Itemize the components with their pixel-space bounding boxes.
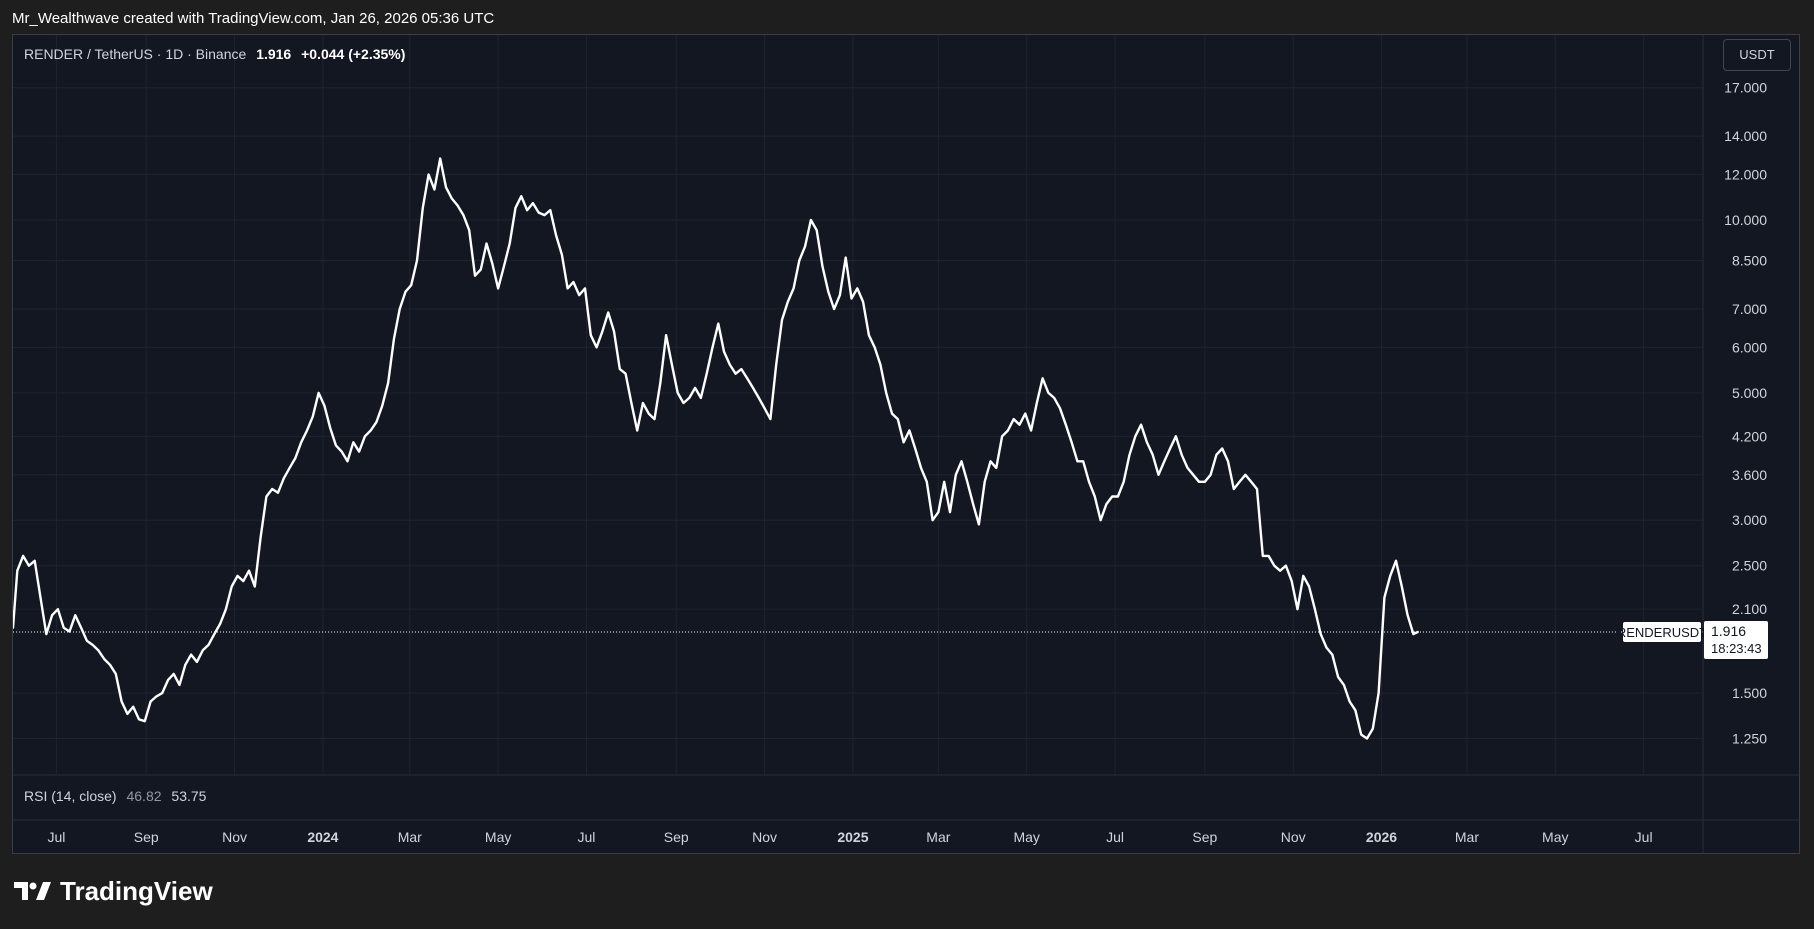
- x-tick-label: Nov: [222, 829, 247, 845]
- tradingview-logo[interactable]: TradingView: [14, 874, 213, 908]
- y-tick-label: 5.000: [1732, 385, 1767, 401]
- symbol-header[interactable]: RENDER / TetherUS · 1D · Binance 1.916 +…: [24, 46, 405, 62]
- x-tick-label: Mar: [398, 829, 422, 845]
- x-tick-label: 2026: [1366, 829, 1397, 845]
- grid-lines: [13, 35, 1703, 775]
- tag-price-box: [1704, 621, 1768, 660]
- x-tick-label: 2024: [307, 829, 338, 845]
- x-tick-label: Jul: [47, 829, 65, 845]
- x-tick-label: Mar: [1455, 829, 1479, 845]
- currency-button[interactable]: USDT: [1723, 39, 1791, 71]
- chart-frame[interactable]: 17.000 14.000 12.000 10.000 8.500 7.000 6.000 5…: [12, 34, 1800, 854]
- rsi-value-2: 53.75: [171, 788, 207, 804]
- tradingview-logo-icon: [14, 882, 51, 900]
- y-tick-label: 1.250: [1732, 731, 1767, 747]
- tag-countdown-label: 18:23:43: [1711, 641, 1762, 656]
- x-tick-label: May: [1013, 829, 1039, 845]
- y-tick-label: 2.100: [1732, 601, 1767, 617]
- x-tick-labels: Jul Sep Nov 2024 Mar May Jul Sep Nov 2025 Mar May Ju…: [47, 829, 1652, 845]
- axes: [13, 35, 1799, 853]
- symbol-name[interactable]: RENDER / TetherUS · 1D · Binance: [24, 46, 247, 62]
- y-tick-label: 7.000: [1732, 301, 1767, 317]
- x-tick-label: May: [485, 829, 511, 845]
- price-chart[interactable]: 17.000 14.000 12.000 10.000 8.500 7.000 6.000 5…: [13, 35, 1799, 853]
- x-tick-label: May: [1542, 829, 1568, 845]
- tag-price-label: 1.916: [1711, 623, 1746, 639]
- x-tick-label: Jul: [578, 829, 596, 845]
- x-tick-label: Jul: [1635, 829, 1653, 845]
- y-tick-label: 3.000: [1732, 512, 1767, 528]
- y-tick-labels: 17.000 14.000 12.000 10.000 8.500 7.000 6.000 5…: [1724, 80, 1767, 747]
- rsi-title[interactable]: RSI (14, close): [24, 788, 117, 804]
- attribution-text: Mr_Wealthwave created with TradingView.c…: [12, 10, 495, 27]
- x-tick-label: Jul: [1106, 829, 1124, 845]
- x-tick-label: Mar: [926, 829, 950, 845]
- y-tick-label: 14.000: [1724, 128, 1767, 144]
- current-price: 1.916: [256, 46, 292, 62]
- x-tick-label: Nov: [1281, 829, 1306, 845]
- y-tick-label: 4.200: [1732, 428, 1767, 444]
- x-tick-label: Sep: [134, 829, 159, 845]
- tag-symbol-label: RENDERUSDT: [1617, 625, 1707, 640]
- last-price-tag: RENDERUSDT 1.916 18:23:43: [1617, 621, 1768, 660]
- y-tick-label: 3.600: [1732, 467, 1767, 483]
- rsi-value-1: 46.82: [126, 788, 162, 804]
- y-tick-label: 10.000: [1724, 212, 1767, 228]
- tag-symbol-box: [1623, 622, 1701, 643]
- brand-name: TradingView: [60, 875, 213, 906]
- y-tick-label: 1.500: [1732, 685, 1767, 701]
- y-tick-label: 2.500: [1732, 558, 1767, 574]
- x-tick-label: Sep: [664, 829, 689, 845]
- x-tick-label: Nov: [752, 829, 777, 845]
- y-tick-label: 8.500: [1732, 253, 1767, 269]
- y-tick-label: 12.000: [1724, 167, 1767, 183]
- x-tick-label: Sep: [1192, 829, 1217, 845]
- y-tick-label: 17.000: [1724, 80, 1767, 96]
- rsi-legend[interactable]: RSI (14, close) 46.82 53.75: [24, 788, 206, 804]
- x-tick-label: 2025: [837, 829, 868, 845]
- price-change: +0.044 (+2.35%): [301, 46, 406, 62]
- y-tick-label: 6.000: [1732, 339, 1767, 355]
- series-line-renderusdt: [13, 157, 1419, 740]
